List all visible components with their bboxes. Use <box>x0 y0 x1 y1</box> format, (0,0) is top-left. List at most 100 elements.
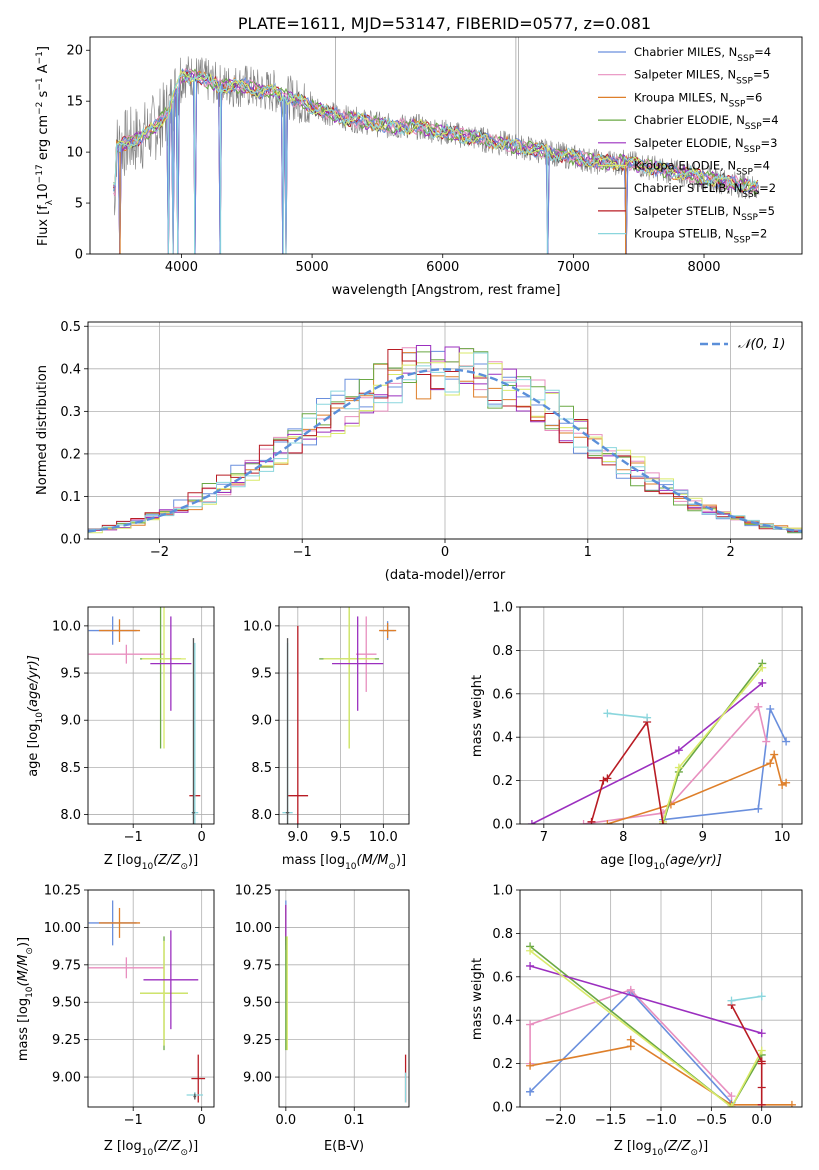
weight-marker <box>757 1059 766 1068</box>
x-tick-label: 0.1 <box>344 1113 365 1128</box>
y-tick-label: 9.0 <box>251 714 272 729</box>
weight-marker <box>757 1029 766 1038</box>
weight-marker <box>762 737 771 746</box>
age-vs-mass-xlabel-part: ⊙ <box>388 862 396 872</box>
weight-vs-age-xlabel-part: age [log <box>600 853 653 868</box>
age-vs-z-xlabel-part: 10 <box>142 862 154 872</box>
y-tick-label: 10.00 <box>44 921 81 936</box>
legend-entry-part: =4 <box>753 159 770 173</box>
weight-line-kroupa-miles <box>529 1038 792 1106</box>
axes-frame <box>278 889 410 1108</box>
mass-vs-z-xlabel-part: (Z/Z <box>153 1139 181 1154</box>
x-tick-label: 4000 <box>165 260 198 275</box>
age-vs-z-xlabel-part: ⊙ <box>180 862 188 872</box>
legend-entry-part: =2 <box>759 181 776 195</box>
y-tick-label: 20 <box>66 44 83 59</box>
errorbar-salpeter-miles <box>355 616 377 692</box>
y-tick-label: 0.2 <box>492 774 513 789</box>
weight-vs-z-xlabel-part: Z [log <box>614 1139 652 1154</box>
axes-frame <box>278 606 410 825</box>
weight-marker <box>626 1035 635 1044</box>
weight-marker <box>758 678 767 687</box>
residuals-xlabel: (data-model)/error <box>385 568 506 583</box>
x-tick-label: 9 <box>699 830 707 845</box>
x-tick-label: −0.5 <box>696 1113 728 1128</box>
weight-marker <box>603 709 612 718</box>
y-tick-label: 0 <box>75 248 83 263</box>
mass-vs-z-xlabel: Z [log10(Z/Z⊙)] <box>104 1139 198 1158</box>
x-tick-label: 5000 <box>296 260 329 275</box>
legend-entry-part: N <box>734 181 743 195</box>
x-tick-label: 2 <box>726 545 734 560</box>
mass-vs-z-ylabel-part: (M/M <box>16 955 31 987</box>
weight-line-kroupa-stelib <box>607 712 648 719</box>
x-tick-label: −1.5 <box>595 1113 627 1128</box>
legend-entry-part: N <box>727 159 736 173</box>
weight-marker <box>757 1100 766 1107</box>
spectrum-axes: 4000 5000 6000 7000 8000 0 5 10 15 20 Chabrier MIL… <box>35 36 803 298</box>
y-tick-label: 0.1 <box>60 490 81 505</box>
weight-marker <box>766 759 775 768</box>
spectrum-ylabel-part: A <box>36 64 51 77</box>
x-tick-label: 7000 <box>557 260 590 275</box>
weight-line-salpeter-miles <box>529 988 733 1097</box>
y-tick-label: 0.6 <box>492 970 513 985</box>
age-vs-z-xlabel: Z [log10(Z/Z⊙)] <box>104 853 198 872</box>
legend-entry-part: SSP <box>729 99 746 109</box>
legend-entry-part: =4 <box>762 113 779 127</box>
legend-entry-part: =3 <box>761 136 778 150</box>
weight-marker <box>674 746 683 755</box>
y-tick-label: 9.25 <box>52 1033 81 1048</box>
y-tick-label: 0.2 <box>492 1057 513 1072</box>
weight-marker <box>754 804 763 813</box>
legend-entry-part: SSP <box>741 213 758 223</box>
x-tick-label: −1 <box>124 830 143 845</box>
x-tick-label: 7 <box>540 830 548 845</box>
weight-line-kroupa-stelib <box>731 995 762 1002</box>
axes-frame <box>519 606 803 825</box>
weight-marker <box>603 820 612 824</box>
weight-vs-z-xlabel-part: (Z/Z <box>663 1139 691 1154</box>
axes-frame <box>87 321 803 540</box>
residuals-axes: −2 −1 0 1 2 0.0 0.1 0.2 0.3 0.4 0.5 𝒩(0, 1) (data-mo… <box>35 320 803 583</box>
legend-entry: Salpeter STELIB, NSSP=5 <box>634 204 775 223</box>
legend-entry-part: =6 <box>745 90 762 104</box>
legend-entry-part: Chabrier MILES, <box>634 45 729 59</box>
legend-entry: Kroupa MILES, NSSP=6 <box>634 90 762 109</box>
weight-marker <box>527 820 536 824</box>
age-vs-mass-xlabel-part: mass [log <box>282 853 345 868</box>
legend-entry-part: SSP <box>736 77 753 87</box>
x-tick-label: 0 <box>441 545 449 560</box>
y-tick-label: 9.50 <box>243 996 272 1011</box>
weight-vs-z-xlabel-part: 10 <box>652 1148 664 1158</box>
spectrum-ylabel-part: 10 <box>36 183 51 200</box>
y-tick-label: 0.3 <box>60 405 81 420</box>
legend-entry-part: Salpeter MILES, <box>634 68 727 82</box>
y-tick-label: 0.4 <box>492 731 513 746</box>
x-tick-label: 6000 <box>426 260 459 275</box>
x-tick-label: −1 <box>124 1113 143 1128</box>
mass-vs-z-xlabel-part: )] <box>188 1139 198 1154</box>
x-tick-label: 8000 <box>687 260 720 275</box>
legend-entry: Kroupa ELODIE, NSSP=4 <box>634 159 770 178</box>
weight-vs-age-xlabel-part: 10 <box>653 862 665 872</box>
y-tick-label: 9.0 <box>60 714 81 729</box>
weight-line-chabrier-elodie <box>529 945 763 1107</box>
x-tick-label: −2.0 <box>544 1113 576 1128</box>
x-tick-label: 0 <box>198 1113 206 1128</box>
mass-vs-z-plot-area <box>88 900 206 1103</box>
legend-entry-part: SSP <box>744 145 761 155</box>
x-tick-label: 9.0 <box>287 830 308 845</box>
weight-line-salpeter-elodie <box>529 965 762 1034</box>
x-tick-label: −1.0 <box>645 1113 677 1128</box>
weight-marker <box>626 985 635 994</box>
x-tick-label: 9.5 <box>330 830 351 845</box>
errorbar-kroupa-elodie <box>323 607 375 749</box>
legend-entry-part: Kroupa MILES, <box>634 90 720 104</box>
legend-entry-part: =2 <box>750 227 767 241</box>
age-vs-mass-xlabel-part: )] <box>396 853 406 868</box>
age-vs-mass-xlabel-part: 10 <box>345 862 357 872</box>
